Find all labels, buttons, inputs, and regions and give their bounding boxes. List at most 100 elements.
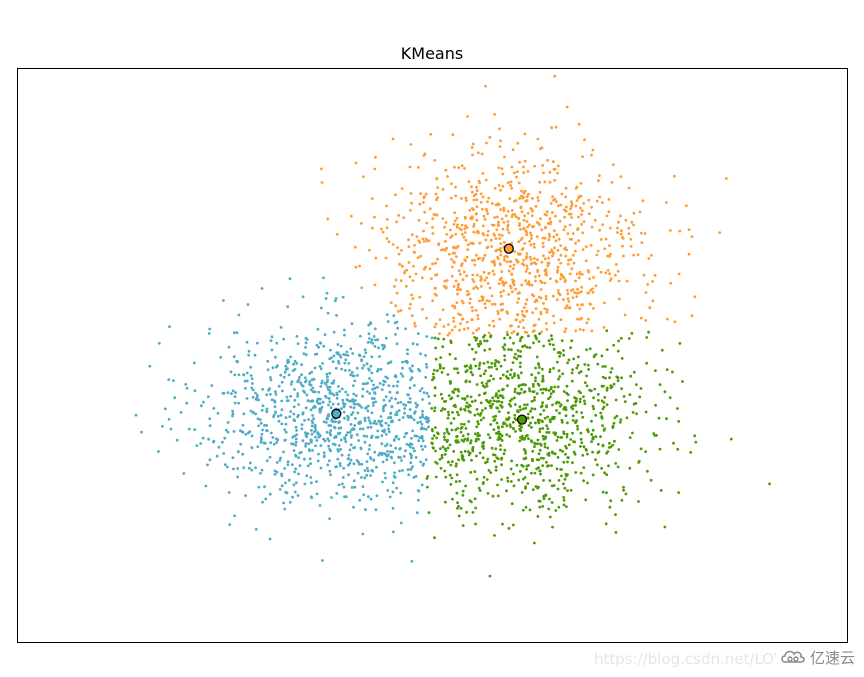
- data-point: [426, 475, 430, 478]
- data-point: [516, 170, 519, 174]
- data-point: [579, 391, 582, 395]
- data-point: [640, 231, 643, 235]
- data-point: [489, 406, 493, 410]
- data-point: [478, 489, 482, 492]
- data-point: [496, 255, 499, 259]
- data-point: [554, 509, 558, 512]
- data-point: [539, 147, 542, 151]
- data-point: [518, 427, 522, 431]
- data-point: [507, 411, 510, 415]
- data-point: [387, 424, 391, 427]
- data-point: [570, 371, 574, 375]
- data-point: [479, 285, 483, 288]
- data-point: [313, 423, 317, 427]
- data-point: [284, 422, 288, 426]
- data-point: [260, 438, 263, 442]
- data-point: [539, 413, 542, 416]
- data-point: [564, 205, 568, 209]
- data-point: [481, 256, 485, 260]
- data-point: [544, 493, 548, 497]
- data-point: [590, 153, 593, 157]
- data-point: [314, 429, 318, 432]
- data-point: [499, 448, 502, 451]
- data-point: [445, 246, 448, 250]
- data-point: [490, 260, 494, 264]
- data-point: [442, 366, 445, 370]
- data-point: [422, 201, 425, 204]
- data-point: [319, 408, 323, 411]
- data-point: [507, 231, 511, 235]
- data-point: [465, 369, 469, 372]
- data-point: [541, 236, 545, 240]
- data-point: [640, 241, 644, 245]
- data-point: [526, 412, 530, 416]
- data-point: [475, 189, 479, 193]
- data-point: [384, 336, 388, 340]
- data-point: [327, 403, 330, 407]
- data-point: [313, 390, 317, 394]
- data-point: [533, 407, 537, 411]
- data-point: [486, 492, 490, 495]
- data-point: [452, 417, 456, 420]
- data-point: [665, 368, 669, 371]
- data-point: [401, 469, 404, 472]
- data-point: [543, 257, 547, 261]
- data-point: [373, 327, 377, 331]
- data-point: [280, 474, 284, 478]
- data-point: [358, 462, 361, 466]
- data-point: [564, 306, 567, 310]
- data-point: [549, 395, 552, 399]
- data-point: [564, 414, 568, 418]
- data-point: [484, 306, 487, 310]
- data-point: [530, 399, 534, 403]
- data-point: [554, 125, 558, 129]
- data-point: [516, 301, 519, 304]
- data-point: [476, 420, 480, 423]
- data-point: [487, 469, 491, 472]
- data-point: [415, 511, 419, 515]
- data-point: [500, 270, 504, 274]
- data-point: [676, 447, 680, 451]
- data-point: [392, 530, 395, 534]
- data-point: [585, 321, 589, 325]
- data-point: [434, 475, 438, 479]
- data-point: [453, 367, 456, 370]
- data-point: [502, 289, 505, 293]
- data-point: [453, 211, 457, 215]
- data-point: [338, 464, 342, 468]
- data-point: [306, 399, 310, 403]
- data-point: [574, 204, 578, 208]
- data-point: [410, 560, 414, 563]
- data-point: [569, 207, 572, 211]
- data-point: [450, 460, 454, 463]
- data-point: [447, 413, 451, 417]
- data-point: [457, 514, 461, 518]
- data-point: [336, 343, 340, 346]
- data-point: [549, 277, 552, 280]
- data-point: [499, 188, 502, 192]
- data-point: [456, 371, 460, 375]
- data-point: [585, 384, 589, 388]
- data-point: [454, 405, 457, 408]
- data-point: [431, 262, 434, 266]
- data-point: [468, 301, 472, 305]
- data-point: [560, 468, 563, 471]
- data-point: [499, 290, 503, 294]
- data-point: [250, 377, 254, 381]
- data-point: [297, 472, 300, 476]
- data-point: [519, 227, 522, 231]
- data-point: [481, 232, 485, 235]
- data-point: [509, 480, 513, 483]
- data-point: [539, 405, 543, 409]
- data-point: [339, 344, 343, 348]
- data-point: [538, 190, 542, 194]
- data-point: [315, 439, 319, 442]
- data-point: [378, 420, 382, 424]
- data-point: [586, 452, 589, 456]
- data-point: [508, 434, 511, 438]
- data-point: [575, 185, 579, 189]
- data-point: [404, 284, 408, 288]
- data-point: [554, 431, 558, 435]
- data-point: [522, 457, 526, 461]
- data-point: [315, 352, 319, 356]
